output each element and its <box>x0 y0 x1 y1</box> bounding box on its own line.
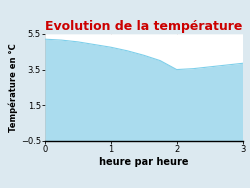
X-axis label: heure par heure: heure par heure <box>99 157 188 167</box>
Y-axis label: Température en °C: Température en °C <box>8 43 18 132</box>
Title: Evolution de la température: Evolution de la température <box>45 20 242 33</box>
